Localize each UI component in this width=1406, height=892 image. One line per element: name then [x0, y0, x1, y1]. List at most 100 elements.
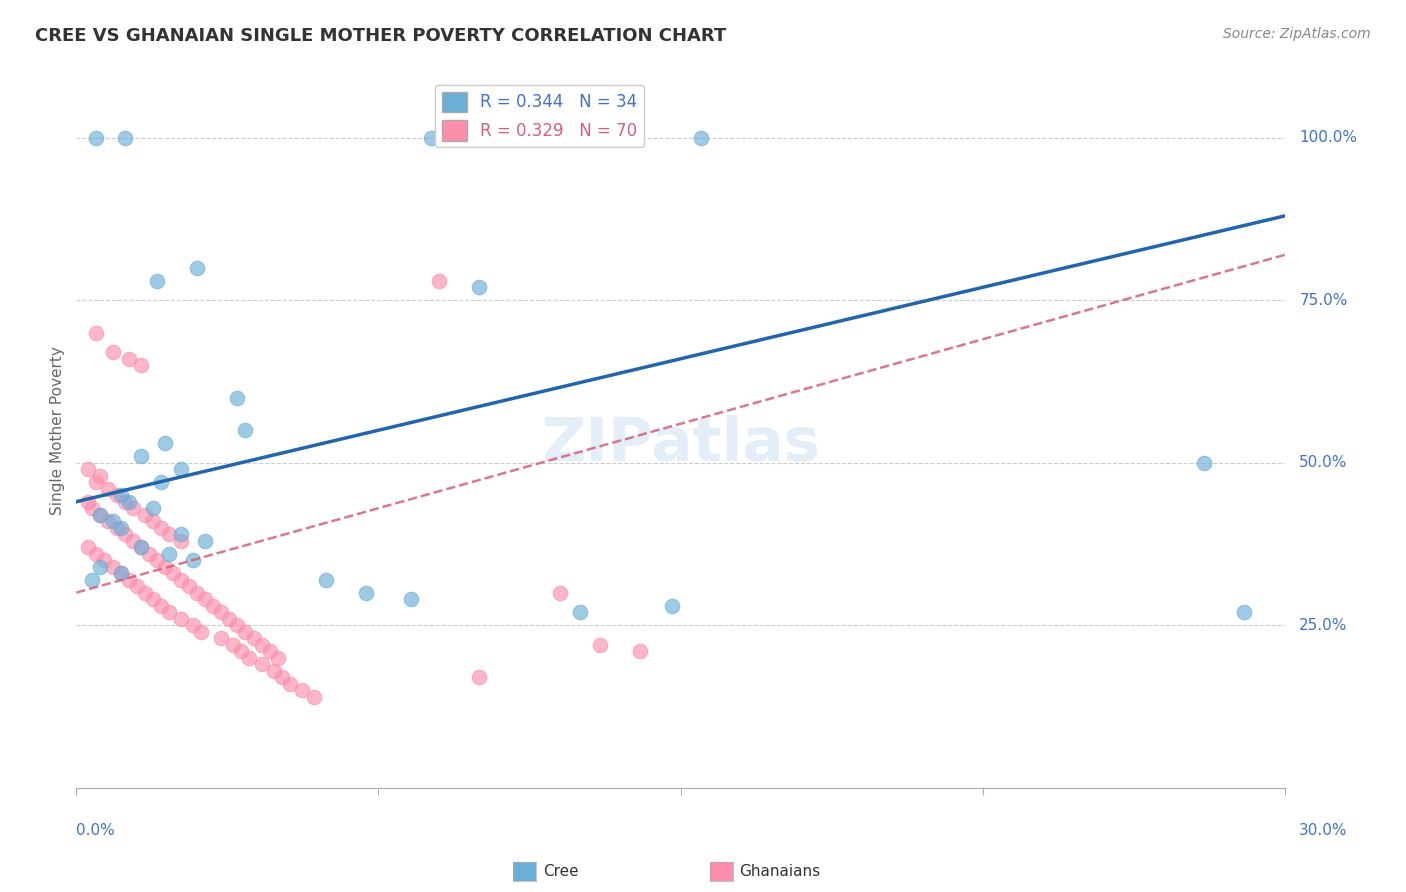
- Text: 50.0%: 50.0%: [1299, 455, 1348, 470]
- Point: [194, 592, 217, 607]
- Point: [117, 573, 139, 587]
- Point: [170, 533, 193, 548]
- Point: [170, 612, 193, 626]
- Point: [89, 508, 111, 522]
- Point: [129, 449, 152, 463]
- Point: [82, 501, 104, 516]
- Point: [291, 683, 314, 698]
- Point: [356, 585, 378, 599]
- Point: [114, 527, 136, 541]
- Point: [114, 131, 136, 145]
- Point: [209, 631, 232, 645]
- Point: [101, 345, 124, 359]
- Point: [86, 547, 108, 561]
- Point: [181, 618, 204, 632]
- Point: [93, 553, 115, 567]
- Point: [142, 501, 165, 516]
- Text: Source: ZipAtlas.com: Source: ZipAtlas.com: [1223, 27, 1371, 41]
- Point: [315, 573, 337, 587]
- Point: [302, 690, 325, 704]
- Point: [202, 599, 225, 613]
- Point: [250, 657, 273, 672]
- Point: [138, 547, 160, 561]
- Text: CREE VS GHANAIAN SINGLE MOTHER POVERTY CORRELATION CHART: CREE VS GHANAIAN SINGLE MOTHER POVERTY C…: [35, 27, 727, 45]
- Point: [661, 599, 683, 613]
- Point: [1192, 456, 1215, 470]
- Point: [170, 527, 193, 541]
- Point: [263, 664, 285, 678]
- Point: [218, 612, 240, 626]
- Point: [242, 631, 264, 645]
- Point: [142, 592, 165, 607]
- Point: [250, 638, 273, 652]
- Text: 30.0%: 30.0%: [1299, 823, 1348, 838]
- Point: [153, 559, 176, 574]
- Point: [117, 351, 139, 366]
- Point: [125, 579, 148, 593]
- Point: [89, 559, 111, 574]
- Point: [86, 475, 108, 490]
- Point: [628, 644, 651, 658]
- Point: [149, 475, 172, 490]
- Point: [121, 533, 143, 548]
- Point: [157, 527, 180, 541]
- Point: [146, 553, 169, 567]
- Point: [86, 326, 108, 340]
- Point: [82, 573, 104, 587]
- Point: [162, 566, 184, 581]
- Point: [142, 514, 165, 528]
- Point: [186, 260, 208, 275]
- Point: [194, 533, 217, 548]
- Point: [235, 624, 257, 639]
- Point: [186, 585, 208, 599]
- Text: 25.0%: 25.0%: [1299, 617, 1348, 632]
- Point: [468, 670, 491, 684]
- Point: [134, 585, 156, 599]
- Point: [97, 514, 120, 528]
- Point: [89, 508, 111, 522]
- Point: [105, 488, 128, 502]
- Point: [226, 618, 249, 632]
- Text: Ghanaians: Ghanaians: [740, 864, 821, 879]
- Point: [101, 514, 124, 528]
- Text: 100.0%: 100.0%: [1299, 130, 1357, 145]
- Point: [110, 488, 132, 502]
- Text: ZIPatlas: ZIPatlas: [541, 415, 820, 474]
- Text: 0.0%: 0.0%: [76, 823, 115, 838]
- Point: [105, 521, 128, 535]
- Point: [110, 566, 132, 581]
- Point: [689, 131, 711, 145]
- Point: [146, 274, 169, 288]
- Point: [190, 624, 212, 639]
- Point: [177, 579, 200, 593]
- Point: [129, 540, 152, 554]
- Point: [101, 559, 124, 574]
- Text: 75.0%: 75.0%: [1299, 293, 1348, 308]
- Point: [266, 650, 288, 665]
- Point: [238, 650, 260, 665]
- Point: [270, 670, 292, 684]
- Legend: R = 0.344   N = 34, R = 0.329   N = 70: R = 0.344 N = 34, R = 0.329 N = 70: [434, 85, 644, 147]
- Point: [259, 644, 281, 658]
- Point: [419, 131, 441, 145]
- Point: [226, 391, 249, 405]
- Text: Cree: Cree: [543, 864, 578, 879]
- Point: [114, 494, 136, 508]
- Point: [170, 573, 193, 587]
- Point: [117, 494, 139, 508]
- Point: [427, 274, 450, 288]
- Point: [235, 423, 257, 437]
- Point: [110, 566, 132, 581]
- Point: [134, 508, 156, 522]
- Point: [231, 644, 253, 658]
- Point: [149, 521, 172, 535]
- Point: [129, 359, 152, 373]
- Y-axis label: Single Mother Poverty: Single Mother Poverty: [51, 346, 65, 515]
- Point: [222, 638, 245, 652]
- Point: [568, 605, 591, 619]
- Point: [170, 462, 193, 476]
- Point: [86, 131, 108, 145]
- Point: [589, 638, 612, 652]
- Point: [278, 676, 301, 690]
- Point: [149, 599, 172, 613]
